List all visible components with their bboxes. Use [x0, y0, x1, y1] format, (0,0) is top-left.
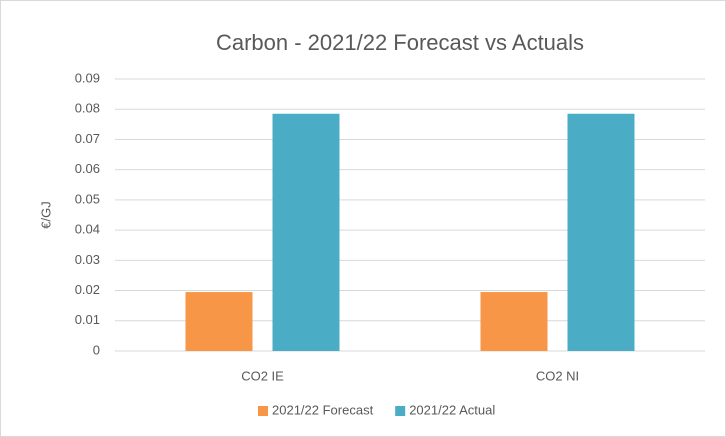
y-tick-label: 0.05 — [75, 191, 100, 206]
y-axis-label: €/GJ — [38, 201, 53, 228]
y-tick-label: 0.06 — [75, 161, 100, 176]
legend-swatch — [395, 406, 406, 416]
chart-title: Carbon - 2021/22 Forecast vs Actuals — [216, 30, 584, 55]
legend-label: 2021/22 Actual — [409, 402, 495, 417]
y-tick-label: 0.08 — [75, 101, 100, 116]
y-tick-label: 0.07 — [75, 131, 100, 146]
bar — [567, 113, 635, 351]
y-tick-label: 0.03 — [75, 252, 100, 267]
x-tick-label: CO2 NI — [536, 368, 579, 383]
y-tick-label: 0.02 — [75, 282, 100, 297]
legend-label: 2021/22 Forecast — [272, 402, 374, 417]
legend-swatch — [258, 406, 268, 416]
bar — [480, 292, 548, 351]
y-tick-label: 0 — [93, 342, 100, 357]
y-tick-label: 0.01 — [75, 312, 100, 327]
x-tick-label: CO2 IE — [241, 368, 284, 383]
bar — [272, 113, 340, 351]
y-tick-label: 0.04 — [75, 222, 100, 237]
bar — [185, 292, 253, 351]
y-tick-label: 0.09 — [75, 70, 100, 85]
